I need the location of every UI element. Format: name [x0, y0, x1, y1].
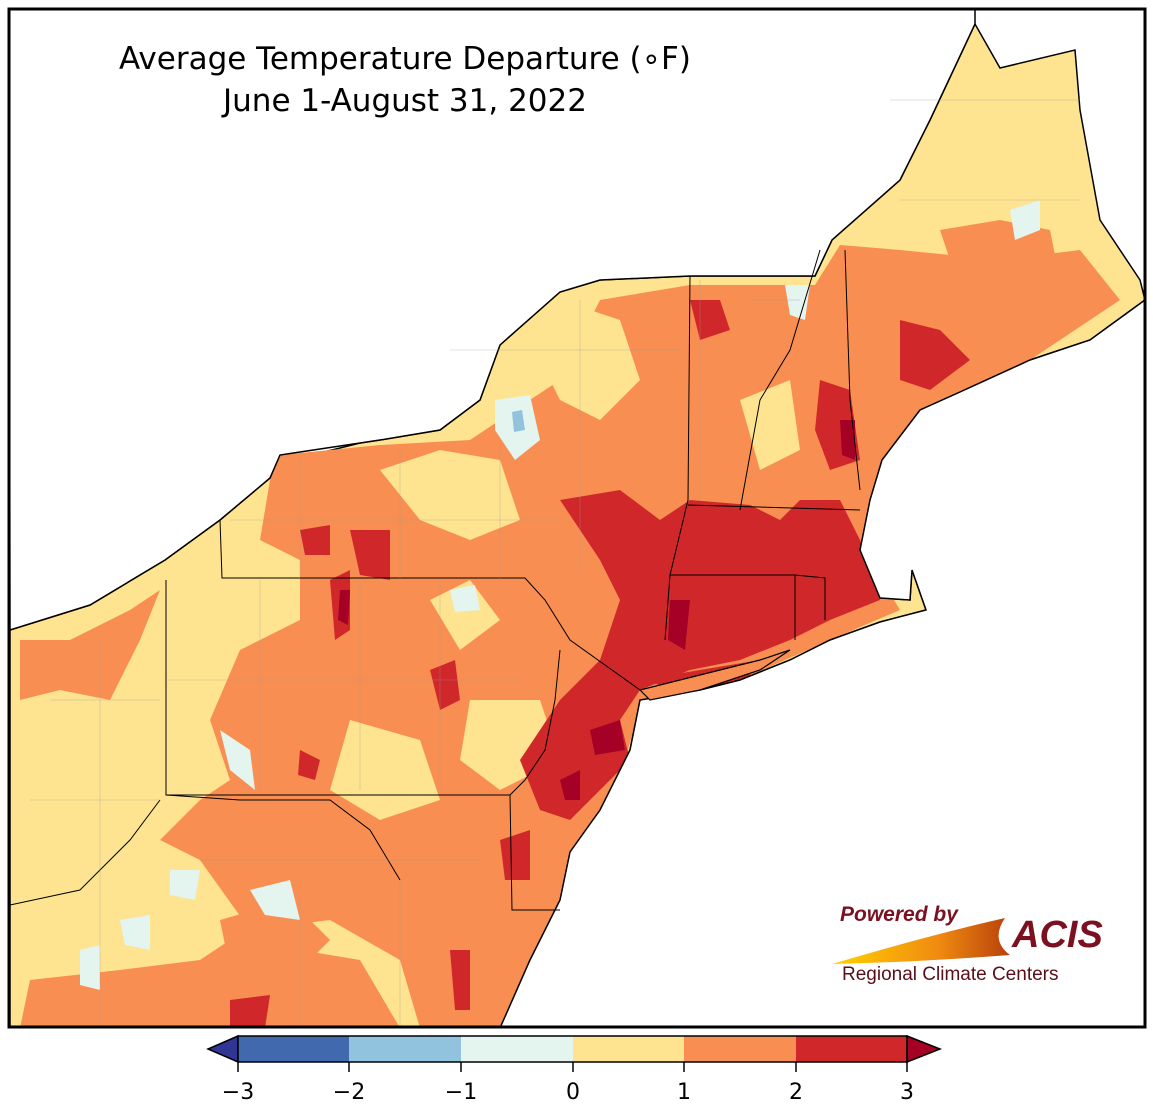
- ocean: [499, 299, 1145, 1027]
- map-subtitle-date-range: June 1-August 31, 2022: [223, 83, 587, 119]
- colorbar-bin: [573, 1036, 684, 1062]
- colorbar-low-extend: [206, 1034, 239, 1064]
- logo-regional-climate-centers: Regional Climate Centers: [842, 964, 1059, 985]
- colorbar-high-extend: [906, 1034, 943, 1064]
- canada-region: [9, 9, 976, 632]
- colorbar-bin: [461, 1036, 573, 1062]
- colorbar-tick-label: 0: [566, 1080, 580, 1105]
- county-borders: [30, 99, 1080, 1027]
- colorbar: [206, 1034, 943, 1072]
- logo-powered-by: Powered by: [840, 903, 958, 926]
- colorbar-tick-label: 2: [789, 1080, 803, 1105]
- state-borders: [9, 249, 861, 911]
- acis-swoosh-logo: [832, 918, 1010, 964]
- map-frame: [7, 7, 1147, 1029]
- departure-0-to-1-patches: [330, 300, 800, 820]
- map-title: Average Temperature Departure (∘F): [119, 41, 691, 77]
- departure-above-3-areas: [338, 420, 855, 800]
- colorbar-bin: [796, 1036, 907, 1062]
- colorbar-tick-label: 3: [900, 1080, 914, 1105]
- colorbar-tick-label: −3: [221, 1080, 255, 1105]
- colorbar-ticks: [237, 1062, 908, 1072]
- long-island: [638, 649, 791, 701]
- colorbar-tick-label: 1: [677, 1080, 691, 1105]
- colorbar-tick-label: −1: [444, 1080, 478, 1105]
- logo-acis: ACIS: [1012, 914, 1103, 956]
- colorbar-bin: [349, 1036, 461, 1062]
- colorbar-tick-label: −2: [332, 1080, 366, 1105]
- colorbar-bin: [684, 1036, 796, 1062]
- departure-neg2-to-neg1-patch: [512, 410, 525, 432]
- colorbar-bin: [238, 1036, 349, 1062]
